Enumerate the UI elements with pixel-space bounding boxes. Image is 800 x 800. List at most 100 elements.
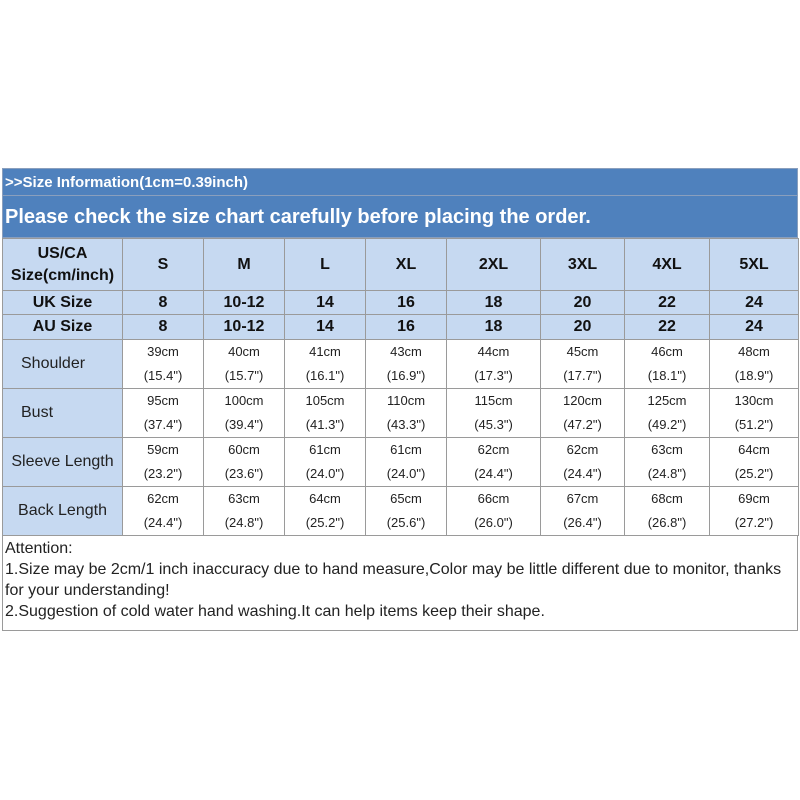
column-header: US/CA Size(cm/inch) xyxy=(2,238,123,291)
measurement-row: Sleeve Length 59cm (23.2") 60cm (23.6") 61cm (… xyxy=(2,437,799,487)
size-cell: 8 xyxy=(122,290,204,315)
inch-value: (26.8") xyxy=(647,515,687,530)
inch-value: (24.4") xyxy=(143,515,183,530)
cm-value: 67cm xyxy=(566,491,599,506)
measurement-cell: 115cm (45.3") xyxy=(446,388,541,438)
size-cell: 20 xyxy=(540,290,625,315)
measurement-cell: 62cm (24.4") xyxy=(122,486,204,536)
column-header: 5XL xyxy=(709,238,799,291)
cm-value: 65cm xyxy=(390,491,422,506)
inch-value: (18.1") xyxy=(647,368,687,383)
cm-value: 43cm xyxy=(390,344,422,359)
cm-value: 63cm xyxy=(651,442,683,457)
measurement-cell: 45cm (17.7") xyxy=(540,339,625,389)
measurement-cell: 110cm (43.3") xyxy=(365,388,447,438)
inch-value: (24.0") xyxy=(386,466,426,481)
column-header: M xyxy=(203,238,285,291)
measurement-cell: 120cm (47.2") xyxy=(540,388,625,438)
measurement-cell: 63cm (24.8") xyxy=(203,486,285,536)
cm-value: 115cm xyxy=(474,393,513,408)
cm-value: 125cm xyxy=(647,393,687,408)
measurement-cell: 43cm (16.9") xyxy=(365,339,447,389)
size-cell: 14 xyxy=(284,290,366,315)
cm-value: 130cm xyxy=(734,393,774,408)
measurement-cell: 65cm (25.6") xyxy=(365,486,447,536)
measurement-cell: 46cm (18.1") xyxy=(624,339,710,389)
inch-value: (16.1") xyxy=(305,368,345,383)
cm-value: 48cm xyxy=(738,344,770,359)
inch-value: (37.4") xyxy=(143,417,183,432)
measurement-cell: 61cm (24.0") xyxy=(365,437,447,487)
measurement-cell: 125cm (49.2") xyxy=(624,388,710,438)
measurement-cell: 48cm (18.9") xyxy=(709,339,799,389)
notice-bar: Please check the size chart carefully be… xyxy=(2,196,798,238)
inch-value: (16.9") xyxy=(386,368,426,383)
cm-value: 62cm xyxy=(566,442,599,457)
note-line: 1.Size may be 2cm/1 inch inaccuracy due … xyxy=(5,561,782,599)
row-label: Shoulder xyxy=(2,339,123,389)
cm-value: 45cm xyxy=(566,344,599,359)
notes: Attention: 1.Size may be 2cm/1 inch inacc… xyxy=(2,536,798,631)
size-cell: 18 xyxy=(446,314,541,340)
size-cell: 22 xyxy=(624,314,710,340)
size-cell: 24 xyxy=(709,314,799,340)
column-header: L xyxy=(284,238,366,291)
row-label: AU Size xyxy=(2,314,123,340)
measurement-cell: 41cm (16.1") xyxy=(284,339,366,389)
inch-value: (45.3") xyxy=(474,417,513,432)
inch-value: (24.0") xyxy=(305,466,345,481)
cm-value: 40cm xyxy=(228,344,260,359)
cm-value: 46cm xyxy=(651,344,683,359)
inch-value: (49.2") xyxy=(647,417,687,432)
size-cell: 20 xyxy=(540,314,625,340)
inch-value: (41.3") xyxy=(305,417,345,432)
row-label: Back Length xyxy=(2,486,123,536)
measurement-cell: 66cm (26.0") xyxy=(446,486,541,536)
cm-value: 44cm xyxy=(477,344,510,359)
size-row: AU Size 8 10-12 14 16 18 20 22 24 xyxy=(2,314,799,340)
column-header: S xyxy=(122,238,204,291)
cm-value: 100cm xyxy=(224,393,264,408)
measurement-cell: 64cm (25.2") xyxy=(284,486,366,536)
row-label: Bust xyxy=(2,388,123,438)
inch-value: (25.2") xyxy=(734,466,774,481)
measurement-cell: 62cm (24.4") xyxy=(446,437,541,487)
inch-value: (25.2") xyxy=(305,515,345,530)
cm-value: 120cm xyxy=(562,393,603,408)
measurement-cell: 100cm (39.4") xyxy=(203,388,285,438)
cm-value: 64cm xyxy=(738,442,770,457)
size-cell: 16 xyxy=(365,290,447,315)
size-cell: 16 xyxy=(365,314,447,340)
note-line: 2.Suggestion of cold water hand washing.… xyxy=(5,603,545,620)
measurement-cell: 40cm (15.7") xyxy=(203,339,285,389)
column-header: 3XL xyxy=(540,238,625,291)
column-header: 2XL xyxy=(446,238,541,291)
inch-value: (24.4") xyxy=(474,466,513,481)
measurement-cell: 61cm (24.0") xyxy=(284,437,366,487)
inch-value: (15.7") xyxy=(224,368,264,383)
cm-value: 62cm xyxy=(147,491,179,506)
inch-value: (24.8") xyxy=(647,466,687,481)
measurement-row: Bust 95cm (37.4") 100cm (39.4") 105cm (41.3") 1… xyxy=(2,388,799,438)
inch-value: (23.2") xyxy=(143,466,183,481)
size-row: UK Size 8 10-12 14 16 18 20 22 24 xyxy=(2,290,799,315)
cm-value: 41cm xyxy=(309,344,341,359)
measurement-row: Back Length 62cm (24.4") 63cm (24.8") 64cm (25… xyxy=(2,486,799,536)
measurement-cell: 63cm (24.8") xyxy=(624,437,710,487)
cm-value: 61cm xyxy=(390,442,422,457)
inch-value: (39.4") xyxy=(224,417,264,432)
info-bar: >>Size Information(1cm=0.39inch) xyxy=(2,168,798,196)
cm-value: 63cm xyxy=(228,491,260,506)
measurement-cell: 64cm (25.2") xyxy=(709,437,799,487)
cm-value: 39cm xyxy=(147,344,179,359)
inch-value: (24.4") xyxy=(563,466,602,481)
measurement-cell: 62cm (24.4") xyxy=(540,437,625,487)
inch-value: (25.6") xyxy=(386,515,426,530)
cm-value: 62cm xyxy=(477,442,510,457)
inch-value: (26.0") xyxy=(474,515,513,530)
cm-value: 95cm xyxy=(147,393,179,408)
cm-value: 66cm xyxy=(477,491,510,506)
measurement-cell: 68cm (26.8") xyxy=(624,486,710,536)
measurement-cell: 130cm (51.2") xyxy=(709,388,799,438)
